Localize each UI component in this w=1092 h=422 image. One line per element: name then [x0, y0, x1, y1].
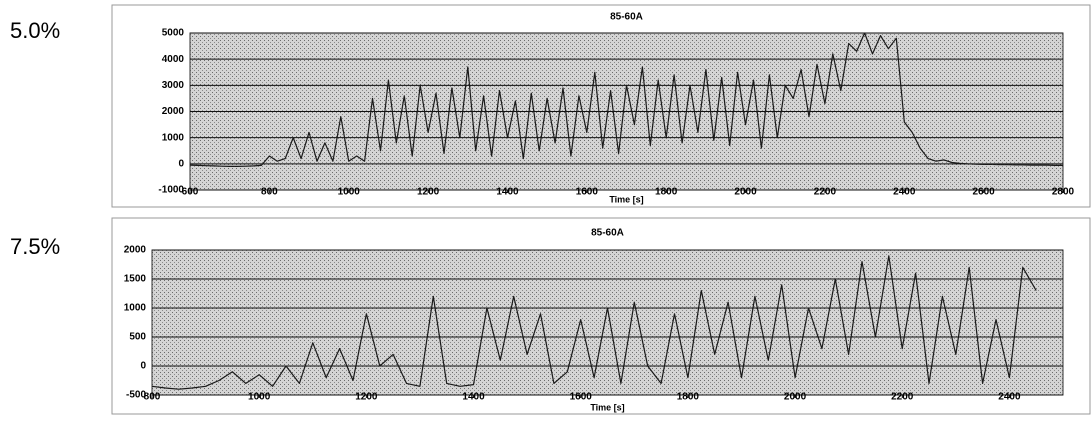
- x-axis-label: Time [s]: [590, 402, 624, 412]
- y-tick-label: 5000: [162, 28, 185, 39]
- side-label: 7.5%: [10, 234, 60, 259]
- x-tick-label: 2400: [893, 187, 916, 198]
- x-tick-label: 1600: [576, 187, 599, 198]
- y-tick-label: 0: [178, 158, 184, 169]
- x-tick-label: 2800: [1052, 187, 1075, 198]
- x-tick-label: 600: [182, 187, 199, 198]
- y-tick-label: 3000: [162, 80, 185, 91]
- x-tick-label: 2000: [784, 392, 807, 403]
- y-tick-label: -1000: [158, 185, 184, 196]
- x-tick-label: 2400: [998, 392, 1021, 403]
- data-line: [189, 32, 1063, 167]
- y-tick-label: 1000: [162, 132, 185, 143]
- data-line: [151, 255, 1037, 390]
- plot-area: [151, 249, 1064, 396]
- side-label: 5.0%: [10, 18, 60, 43]
- x-tick-label: 1600: [570, 392, 593, 403]
- x-axis-label: Time [s]: [609, 194, 643, 204]
- x-tick-label: 2600: [973, 187, 996, 198]
- x-tick-label: 1800: [655, 187, 678, 198]
- x-tick-label: 800: [261, 187, 278, 198]
- x-tick-label: 1800: [677, 392, 700, 403]
- y-tick-label: 1500: [124, 274, 147, 285]
- x-tick-label: 2200: [891, 392, 914, 403]
- y-tick-label: 0: [140, 361, 146, 372]
- chart-title: 85-60A: [610, 12, 643, 23]
- y-tick-label: 1000: [124, 303, 147, 314]
- y-tick-label: 4000: [162, 54, 185, 65]
- x-tick-label: 1000: [338, 187, 361, 198]
- x-tick-label: 2200: [814, 187, 837, 198]
- x-tick-label: 1400: [462, 392, 485, 403]
- y-tick-label: 500: [129, 332, 146, 343]
- y-tick-label: 2000: [124, 245, 147, 256]
- x-tick-label: 1200: [355, 392, 378, 403]
- x-tick-label: 1200: [417, 187, 440, 198]
- chart-title: 85-60A: [591, 228, 624, 239]
- x-tick-label: 2000: [734, 187, 757, 198]
- x-tick-label: 800: [144, 392, 161, 403]
- x-tick-label: 1400: [496, 187, 519, 198]
- y-tick-label: -500: [126, 390, 146, 401]
- x-tick-label: 1000: [248, 392, 271, 403]
- y-tick-label: 2000: [162, 106, 185, 117]
